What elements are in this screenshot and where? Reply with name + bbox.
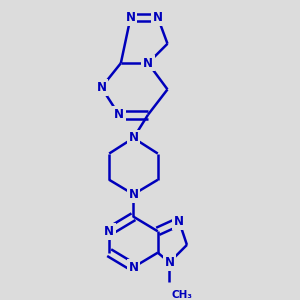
Text: N: N [128,131,139,145]
Text: N: N [143,57,153,70]
Text: N: N [128,188,139,201]
Text: N: N [96,81,106,94]
Text: N: N [174,215,184,228]
Text: N: N [114,108,124,121]
Text: N: N [164,256,174,269]
Text: N: N [153,11,163,24]
Text: N: N [128,261,139,274]
Text: N: N [126,11,136,24]
Text: CH₃: CH₃ [171,290,192,300]
Text: N: N [104,225,114,238]
